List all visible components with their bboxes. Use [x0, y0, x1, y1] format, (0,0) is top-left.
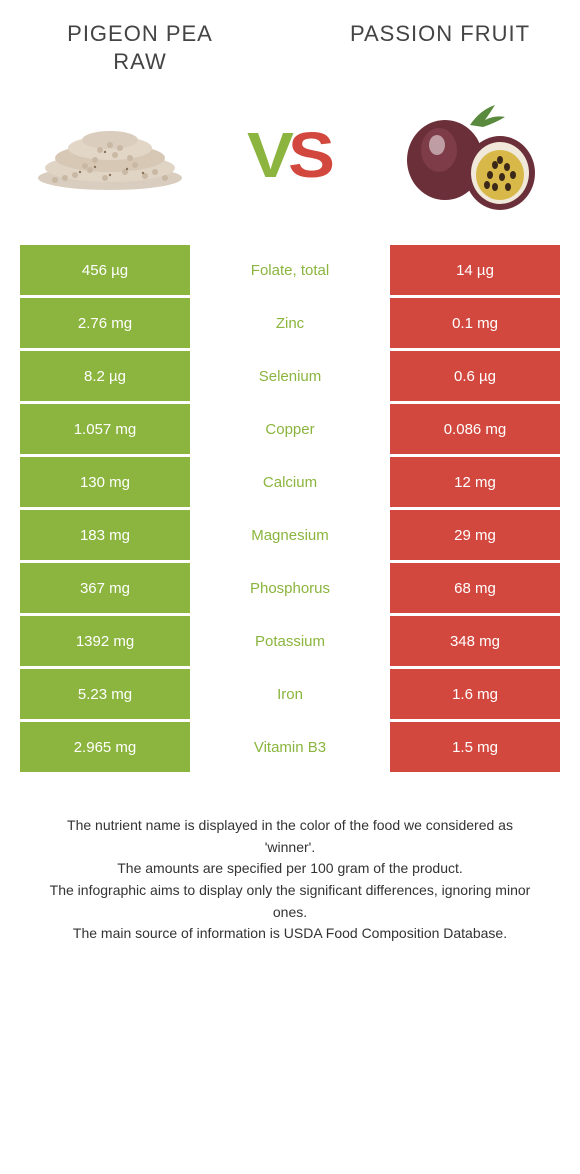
nutrient-label: Potassium — [190, 616, 390, 666]
table-row: 2.76 mgZinc0.1 mg — [20, 298, 560, 348]
value-left: 2.76 mg — [20, 298, 190, 348]
titles-row: PIGEON PEA RAW PASSION FRUIT — [0, 0, 580, 85]
food-right-title: PASSION FRUIT — [340, 20, 540, 75]
nutrient-label: Copper — [190, 404, 390, 454]
passion-fruit-icon — [395, 95, 545, 215]
footer-line: The main source of information is USDA F… — [40, 923, 540, 945]
vs-v: V — [247, 118, 292, 192]
table-row: 5.23 mgIron1.6 mg — [20, 669, 560, 719]
food-left-image — [30, 95, 190, 215]
nutrient-label: Zinc — [190, 298, 390, 348]
vs-label: VS — [249, 118, 330, 192]
table-row: 183 mgMagnesium29 mg — [20, 510, 560, 560]
value-right: 1.5 mg — [390, 722, 560, 772]
value-left: 456 µg — [20, 245, 190, 295]
value-right: 0.086 mg — [390, 404, 560, 454]
footer-line: The amounts are specified per 100 gram o… — [40, 858, 540, 880]
value-left: 1.057 mg — [20, 404, 190, 454]
nutrient-table: 456 µgFolate, total14 µg2.76 mgZinc0.1 m… — [20, 245, 560, 772]
value-left: 130 mg — [20, 457, 190, 507]
nutrient-label: Iron — [190, 669, 390, 719]
table-row: 1.057 mgCopper0.086 mg — [20, 404, 560, 454]
nutrient-label: Selenium — [190, 351, 390, 401]
value-left: 183 mg — [20, 510, 190, 560]
table-row: 456 µgFolate, total14 µg — [20, 245, 560, 295]
value-right: 68 mg — [390, 563, 560, 613]
footer-line: The nutrient name is displayed in the co… — [40, 815, 540, 858]
value-right: 14 µg — [390, 245, 560, 295]
footer-line: The infographic aims to display only the… — [40, 880, 540, 923]
nutrient-label: Vitamin B3 — [190, 722, 390, 772]
table-row: 1392 mgPotassium348 mg — [20, 616, 560, 666]
pigeon-pea-icon — [35, 120, 185, 190]
nutrient-label: Magnesium — [190, 510, 390, 560]
nutrient-label: Phosphorus — [190, 563, 390, 613]
value-right: 348 mg — [390, 616, 560, 666]
value-left: 2.965 mg — [20, 722, 190, 772]
value-left: 1392 mg — [20, 616, 190, 666]
footer-notes: The nutrient name is displayed in the co… — [0, 775, 580, 965]
infographic-container: PIGEON PEA RAW PASSION FRUIT — [0, 0, 580, 965]
value-right: 0.6 µg — [390, 351, 560, 401]
table-row: 8.2 µgSelenium0.6 µg — [20, 351, 560, 401]
food-left-title: PIGEON PEA RAW — [40, 20, 240, 75]
nutrient-label: Calcium — [190, 457, 390, 507]
value-right: 12 mg — [390, 457, 560, 507]
vs-s: S — [288, 118, 333, 192]
hero-row: VS — [0, 85, 580, 245]
table-row: 130 mgCalcium12 mg — [20, 457, 560, 507]
value-left: 367 mg — [20, 563, 190, 613]
table-row: 2.965 mgVitamin B31.5 mg — [20, 722, 560, 772]
value-right: 29 mg — [390, 510, 560, 560]
value-left: 8.2 µg — [20, 351, 190, 401]
value-left: 5.23 mg — [20, 669, 190, 719]
food-right-image — [390, 95, 550, 215]
nutrient-label: Folate, total — [190, 245, 390, 295]
value-right: 1.6 mg — [390, 669, 560, 719]
value-right: 0.1 mg — [390, 298, 560, 348]
table-row: 367 mgPhosphorus68 mg — [20, 563, 560, 613]
